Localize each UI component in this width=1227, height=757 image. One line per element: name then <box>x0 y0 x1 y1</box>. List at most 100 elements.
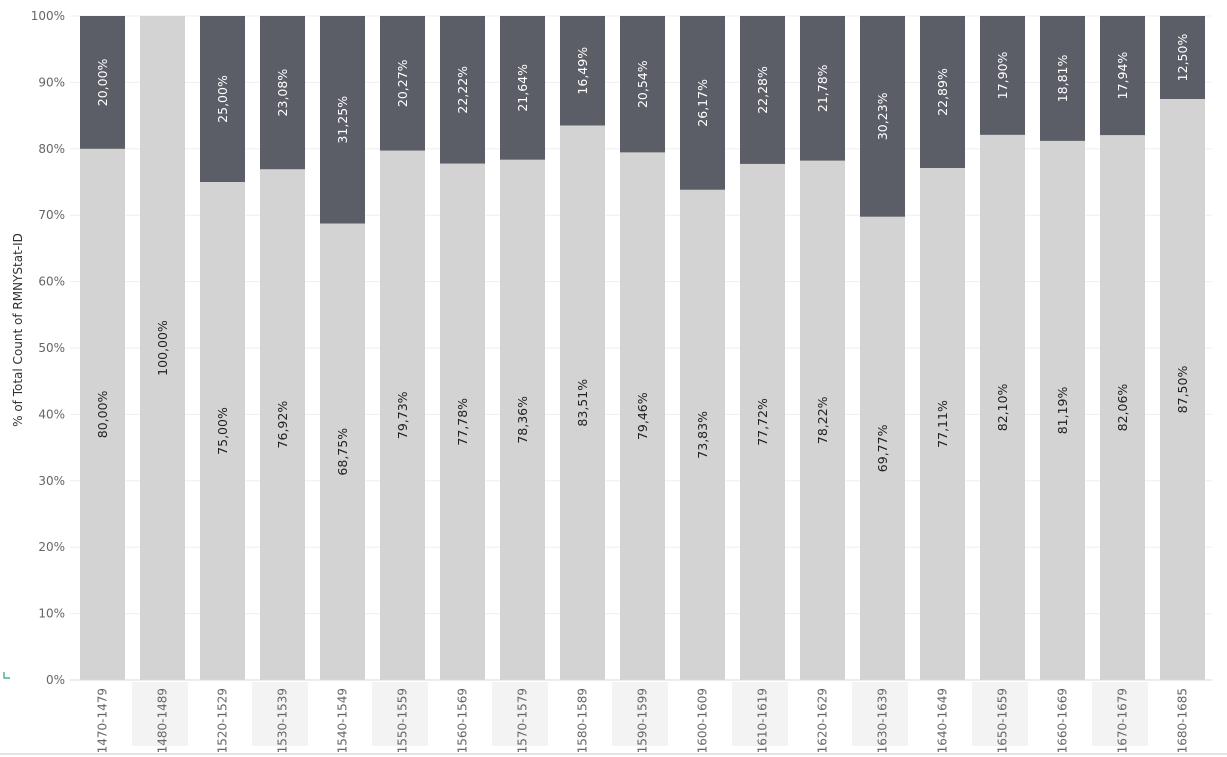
x-tick-label: 1600-1609 <box>696 688 710 753</box>
bar-segment <box>500 16 545 160</box>
bar-segment <box>620 152 665 680</box>
x-tick-label: 1610-1619 <box>756 688 770 753</box>
data-label: 23,08% <box>275 69 290 117</box>
x-band <box>252 682 308 746</box>
x-tick-label: 1530-1539 <box>276 688 290 753</box>
bar-segment <box>1160 16 1205 99</box>
bar-segment <box>440 16 485 164</box>
data-label: 78,22% <box>815 396 830 444</box>
data-label: 83,51% <box>575 379 590 427</box>
bar-segment <box>320 223 365 680</box>
x-band <box>732 682 788 746</box>
bar-segment <box>1100 16 1145 136</box>
y-tick-label: 80% <box>38 142 65 156</box>
bar-segment <box>920 16 965 168</box>
data-label: 76,92% <box>275 401 290 449</box>
y-tick-label: 70% <box>38 208 65 222</box>
x-tick-label: 1560-1569 <box>456 688 470 753</box>
data-label: 87,50% <box>1175 366 1190 414</box>
data-label: 73,83% <box>695 411 710 459</box>
x-tick-label: 1660-1669 <box>1056 688 1070 753</box>
y-tick-label: 40% <box>38 407 65 421</box>
bar-segment <box>1100 135 1145 681</box>
bar-segment <box>680 189 725 680</box>
bar-segment <box>140 16 185 680</box>
x-band <box>372 682 428 746</box>
data-label: 82,10% <box>995 383 1010 431</box>
y-tick-label: 10% <box>38 607 65 621</box>
x-band <box>132 682 188 746</box>
x-band <box>1092 682 1148 746</box>
bar-segment <box>200 16 245 182</box>
data-label: 18,81% <box>1055 55 1070 103</box>
data-label: 78,36% <box>515 396 530 444</box>
x-band <box>972 682 1028 746</box>
bar-segment <box>1040 16 1085 141</box>
data-label: 17,90% <box>995 51 1010 99</box>
bar-segment <box>1160 99 1205 680</box>
x-tick-label: 1630-1639 <box>876 688 890 753</box>
data-label: 26,17% <box>695 79 710 127</box>
y-axis-label: % of Total Count of RMNYStat-ID <box>11 233 25 427</box>
x-tick-label: 1650-1659 <box>996 688 1010 753</box>
bar-segment <box>740 163 785 680</box>
y-tick-label: 30% <box>38 474 65 488</box>
bar-segment <box>320 16 365 224</box>
category-bands <box>132 682 1148 746</box>
data-label: 31,25% <box>335 96 350 144</box>
bar-segment <box>260 16 305 170</box>
bar-segment <box>860 16 905 217</box>
bar-segment <box>200 182 245 680</box>
data-label: 82,06% <box>1115 384 1130 432</box>
data-label: 17,94% <box>1115 52 1130 100</box>
data-label: 77,72% <box>755 398 770 446</box>
bar-segment <box>800 160 845 680</box>
data-label: 81,19% <box>1055 387 1070 435</box>
x-tick-label: 1620-1629 <box>816 688 830 753</box>
data-label: 20,27% <box>395 59 410 107</box>
x-tick-label: 1540-1549 <box>336 688 350 753</box>
x-tick-label: 1670-1679 <box>1116 688 1130 753</box>
y-tick-label: 60% <box>38 275 65 289</box>
bar-segment <box>920 167 965 680</box>
x-tick-label: 1550-1559 <box>396 688 410 753</box>
y-tick-label: 90% <box>38 75 65 89</box>
data-label: 12,50% <box>1175 34 1190 82</box>
bar-segment <box>680 16 725 190</box>
data-label: 16,49% <box>575 47 590 95</box>
y-tick-label: 0% <box>46 673 65 687</box>
y-tick-label: 20% <box>38 540 65 554</box>
data-label: 22,22% <box>455 66 470 114</box>
bar-segment <box>1040 140 1085 680</box>
x-tick-label: 1590-1599 <box>636 688 650 753</box>
data-label: 79,73% <box>395 391 410 439</box>
x-band <box>852 682 908 746</box>
corner-mark-icon <box>3 672 10 679</box>
bar-segment <box>560 125 605 681</box>
x-tick-label: 1580-1589 <box>576 688 590 753</box>
bars <box>80 16 1205 681</box>
bar-segment <box>440 163 485 681</box>
data-label: 69,77% <box>875 424 890 472</box>
x-tick-label: 1680-1685 <box>1176 688 1190 753</box>
x-band <box>612 682 668 746</box>
x-tick-label: 1570-1579 <box>516 688 530 753</box>
data-label: 77,78% <box>455 398 470 446</box>
y-tick-label: 50% <box>38 341 65 355</box>
data-label: 100,00% <box>155 320 170 376</box>
bar-segment <box>500 159 545 681</box>
x-tick-label: 1480-1489 <box>156 688 170 753</box>
bar-segment <box>380 150 425 681</box>
data-label: 30,23% <box>875 92 890 140</box>
data-label: 75,00% <box>215 407 230 455</box>
data-labels: 80,00% 20,00% 100,00% 75,00% 25,00% 76,92% 23,… <box>95 34 1190 476</box>
data-label: 21,78% <box>815 64 830 112</box>
bar-segment <box>260 169 305 680</box>
bar-segment <box>80 148 125 681</box>
data-label: 77,11% <box>935 400 950 448</box>
bar-segment <box>800 16 845 161</box>
data-label: 22,28% <box>755 66 770 114</box>
x-tick-label: 1640-1649 <box>936 688 950 753</box>
data-label: 20,00% <box>95 58 110 106</box>
